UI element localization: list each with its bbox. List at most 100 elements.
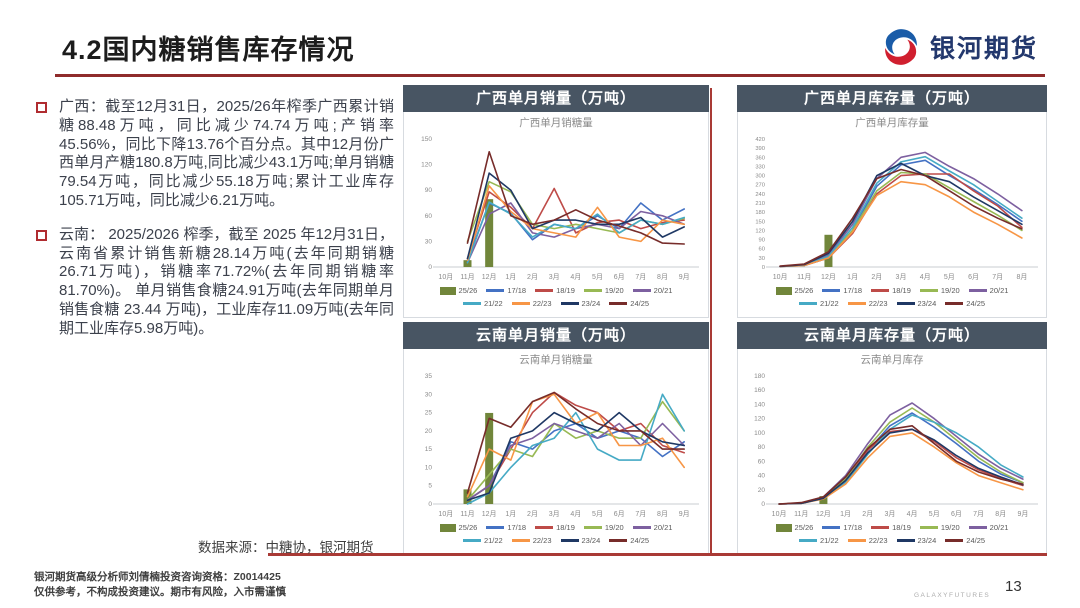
legend-label: 21/22 — [819, 299, 839, 308]
legend-label: 22/23 — [868, 299, 888, 308]
legend-line-swatch-icon — [609, 539, 628, 542]
svg-text:30: 30 — [425, 238, 433, 245]
chart-header-yunnan-sales: 云南单月销量（万吨） — [403, 322, 709, 349]
svg-text:8月: 8月 — [995, 510, 1006, 518]
svg-text:0: 0 — [761, 501, 765, 508]
svg-text:120: 120 — [754, 416, 765, 423]
legend-line-swatch-icon — [583, 289, 602, 292]
legend-line-swatch-icon — [896, 539, 915, 542]
bullet-guangxi: 广西：截至12月31日，2025/26年榨季广西累计销糖88.48万吨，同比减少… — [36, 98, 394, 211]
svg-text:390: 390 — [755, 146, 765, 152]
legend-item-21-22: 21/22 — [462, 536, 503, 545]
svg-text:0: 0 — [428, 264, 432, 271]
legend-item-22-23: 22/23 — [511, 536, 552, 545]
svg-text:11月: 11月 — [794, 510, 808, 518]
legend-label: 23/24 — [581, 536, 601, 545]
legend-label: 20/21 — [989, 523, 1009, 532]
svg-text:6月: 6月 — [614, 510, 625, 518]
svg-text:1月: 1月 — [505, 510, 516, 518]
svg-text:2月: 2月 — [871, 273, 882, 281]
guangxi-sales-legend: 25/26 17/18 18/19 19/20 20/21 21/22 22/23 23/24… — [404, 284, 708, 310]
legend-row: 21/22 22/23 23/24 24/25 — [404, 534, 708, 547]
legend-row: 21/22 22/23 23/24 24/25 — [738, 297, 1046, 310]
legend-item-22-23: 22/23 — [847, 536, 888, 545]
svg-text:60: 60 — [759, 247, 765, 253]
legend-label: 17/18 — [507, 523, 527, 532]
svg-text:120: 120 — [421, 162, 432, 169]
legend-item-21-22: 21/22 — [798, 299, 839, 308]
legend-item-18-19: 18/19 — [535, 286, 575, 295]
svg-text:7月: 7月 — [992, 273, 1003, 281]
svg-text:12月: 12月 — [482, 273, 497, 281]
legend-label: 25/26 — [794, 286, 814, 295]
vertical-red-divider — [710, 88, 712, 554]
chart-header-guangxi-inventory: 广西单月库存量（万吨） — [737, 85, 1047, 112]
legend-bar-swatch-icon — [439, 286, 456, 295]
svg-text:6月: 6月 — [614, 273, 625, 281]
legend-line-swatch-icon — [968, 526, 987, 529]
legend-label: 19/20 — [604, 286, 624, 295]
chart-title-yunnan-inventory: 云南单月库存 — [860, 354, 924, 366]
yunnan-sales-plot: 0 5 10 15 20 25 30 35 10月 11月 12月 1月 2月 3月 4月 5月 6月 7月 8月 9… — [425, 373, 699, 518]
legend-bar-swatch-icon — [775, 523, 792, 532]
legend-label: 18/19 — [892, 286, 911, 295]
disclaimer-block: 银河期货高级分析师刘倩楠投资咨询资格：Z0014425 仅供参考，不构成投资建议… — [34, 570, 286, 599]
legend-label: 23/24 — [917, 299, 937, 308]
svg-text:15: 15 — [425, 446, 433, 453]
svg-text:10: 10 — [425, 464, 433, 471]
chart-body-yunnan-inventory: 云南单月库存 0 20 40 60 80 100 120 140 160 180 10月 11月 12月… — [737, 349, 1047, 555]
legend-line-swatch-icon — [968, 289, 987, 292]
legend-bar-swatch-icon — [775, 286, 792, 295]
svg-text:3月: 3月 — [884, 510, 895, 518]
guangxi-sales-plot: 0 30 60 90 120 150 10月 11月 12月 1月 2月 3月 4月 5月 6月 7月 8月 9月 — [421, 136, 699, 281]
chart-card-guangxi-inventory: 广西单月库存量（万吨） 广西单月库存量 0 30 60 90 120 150 180 210 2… — [737, 85, 1047, 318]
chart-body-guangxi-inventory: 广西单月库存量 0 30 60 90 120 150 180 210 240 270 300 330 3… — [737, 112, 1047, 318]
chart-body-yunnan-sales: 云南单月销糖量 0 5 10 15 20 25 30 35 10月 11月 12月 1月 2月 3月 4月 5… — [403, 349, 709, 555]
legend-label: 21/22 — [819, 536, 839, 545]
svg-text:11月: 11月 — [797, 273, 811, 281]
title-divider — [55, 74, 1045, 77]
svg-text:10月: 10月 — [438, 510, 453, 518]
svg-text:420: 420 — [755, 137, 765, 143]
legend-line-swatch-icon — [486, 289, 505, 292]
legend-label: 23/24 — [581, 299, 601, 308]
legend-line-swatch-icon — [462, 302, 481, 305]
legend-line-swatch-icon — [919, 526, 938, 529]
legend-label: 20/21 — [653, 286, 673, 295]
chart-header-guangxi-sales: 广西单月销量（万吨） — [403, 85, 709, 112]
svg-text:0: 0 — [762, 265, 765, 271]
svg-text:2月: 2月 — [862, 510, 873, 518]
legend-item-18-19: 18/19 — [871, 286, 911, 295]
bullet-yunnan-text: 云南： 2025/2026 榨季，截至 2025 年12月31日，云南省累计销售… — [59, 225, 394, 337]
svg-text:3月: 3月 — [549, 510, 560, 518]
legend-label: 17/18 — [843, 523, 863, 532]
svg-text:0: 0 — [428, 501, 432, 508]
legend-item-22-23: 22/23 — [847, 299, 888, 308]
svg-text:120: 120 — [755, 228, 765, 234]
legend-line-swatch-icon — [945, 539, 964, 542]
legend-item-25-26: 25/26 — [439, 286, 477, 295]
legend-label: 19/20 — [604, 523, 624, 532]
legend-line-swatch-icon — [822, 526, 841, 529]
legend-item-19-20: 19/20 — [583, 523, 624, 532]
legend-label: 24/25 — [630, 299, 650, 308]
chart-card-yunnan-sales: 云南单月销量（万吨） 云南单月销糖量 0 5 10 15 20 25 30 35 10月 11月 1… — [403, 322, 709, 555]
legend-item-23-24: 23/24 — [896, 536, 936, 545]
svg-text:9月: 9月 — [1017, 510, 1028, 518]
svg-text:10月: 10月 — [773, 273, 788, 281]
chart-title-guangxi-inventory: 广西单月库存量 — [855, 117, 929, 129]
legend-label: 20/21 — [653, 523, 673, 532]
svg-text:300: 300 — [755, 174, 765, 180]
svg-text:3月: 3月 — [896, 273, 907, 281]
guangxi-inventory-plot: 0 30 60 90 120 150 180 210 240 270 300 330 360 390 420… — [755, 137, 1038, 281]
svg-text:240: 240 — [755, 192, 765, 198]
legend-label: 22/23 — [868, 536, 888, 545]
legend-line-swatch-icon — [560, 539, 579, 542]
legend-item-17-18: 17/18 — [486, 523, 526, 532]
svg-text:12月: 12月 — [482, 510, 497, 518]
svg-text:5月: 5月 — [592, 273, 603, 281]
svg-text:20: 20 — [758, 487, 766, 494]
legend-item-25-26: 25/26 — [775, 286, 814, 295]
svg-text:1月: 1月 — [840, 510, 851, 518]
legend-item-19-20: 19/20 — [919, 523, 960, 532]
